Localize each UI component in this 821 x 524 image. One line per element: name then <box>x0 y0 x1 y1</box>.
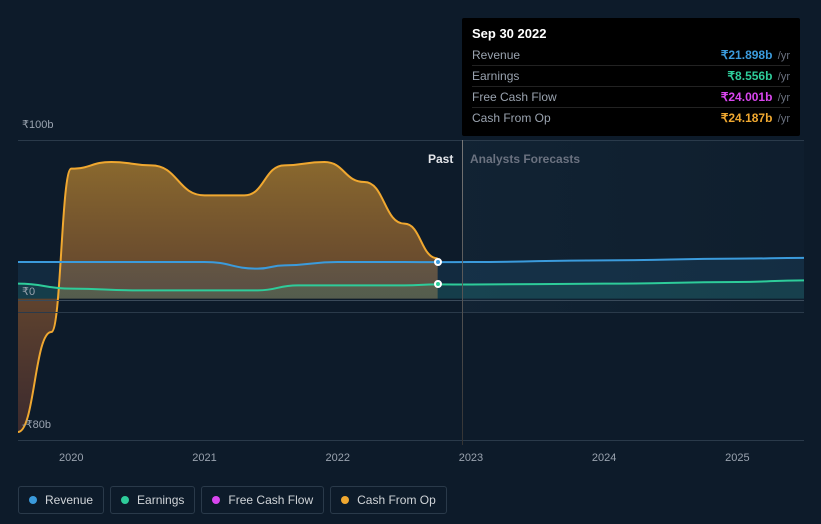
y-axis-label: ₹0 <box>22 285 35 298</box>
cursor-line <box>462 140 463 445</box>
tooltip-row-value: ₹21.898b /yr <box>721 48 790 62</box>
x-axis-label: 2023 <box>459 452 483 464</box>
x-axis-label: 2020 <box>59 452 83 464</box>
tooltip-row-value: ₹24.187b /yr <box>721 111 790 125</box>
chart-container: Sep 30 2022 Revenue ₹21.898b /yr Earnings ₹… <box>0 0 821 524</box>
tooltip-row-value: ₹8.556b /yr <box>727 69 790 83</box>
y-axis-label: ₹100b <box>22 118 53 131</box>
x-axis-label: 2025 <box>725 452 749 464</box>
region-past-label: Past <box>428 152 453 166</box>
legend-item[interactable]: Cash From Op <box>330 486 447 514</box>
region-forecast-label: Analysts Forecasts <box>470 152 580 166</box>
tooltip-date: Sep 30 2022 <box>472 26 790 41</box>
legend-label: Earnings <box>137 493 184 507</box>
gridline-top-short <box>18 140 804 141</box>
x-axis-label: 2024 <box>592 452 616 464</box>
legend: Revenue Earnings Free Cash Flow Cash From O… <box>18 486 447 514</box>
tooltip: Sep 30 2022 Revenue ₹21.898b /yr Earnings ₹… <box>462 18 800 136</box>
gridline-under-zero <box>18 312 804 313</box>
legend-label: Cash From Op <box>357 493 436 507</box>
gridline-bottom <box>18 440 804 441</box>
data-marker <box>434 280 442 288</box>
tooltip-row: Revenue ₹21.898b /yr <box>472 45 790 66</box>
tooltip-row: Earnings ₹8.556b /yr <box>472 66 790 87</box>
tooltip-row: Cash From Op ₹24.187b /yr <box>472 108 790 128</box>
x-axis-label: 2021 <box>192 452 216 464</box>
tooltip-row: Free Cash Flow ₹24.001b /yr <box>472 87 790 108</box>
tooltip-row-label: Earnings <box>472 69 519 83</box>
legend-label: Free Cash Flow <box>228 493 313 507</box>
legend-dot-icon <box>341 496 349 504</box>
data-marker <box>434 258 442 266</box>
tooltip-row-label: Cash From Op <box>472 111 551 125</box>
y-axis-label: -₹80b <box>22 418 51 431</box>
legend-item[interactable]: Revenue <box>18 486 104 514</box>
tooltip-row-value: ₹24.001b /yr <box>721 90 790 104</box>
x-axis-label: 2022 <box>325 452 349 464</box>
legend-label: Revenue <box>45 493 93 507</box>
legend-dot-icon <box>121 496 129 504</box>
legend-dot-icon <box>29 496 37 504</box>
tooltip-row-label: Revenue <box>472 48 520 62</box>
legend-item[interactable]: Free Cash Flow <box>201 486 324 514</box>
legend-dot-icon <box>212 496 220 504</box>
legend-item[interactable]: Earnings <box>110 486 195 514</box>
tooltip-row-label: Free Cash Flow <box>472 90 557 104</box>
gridline-zero <box>18 300 804 301</box>
